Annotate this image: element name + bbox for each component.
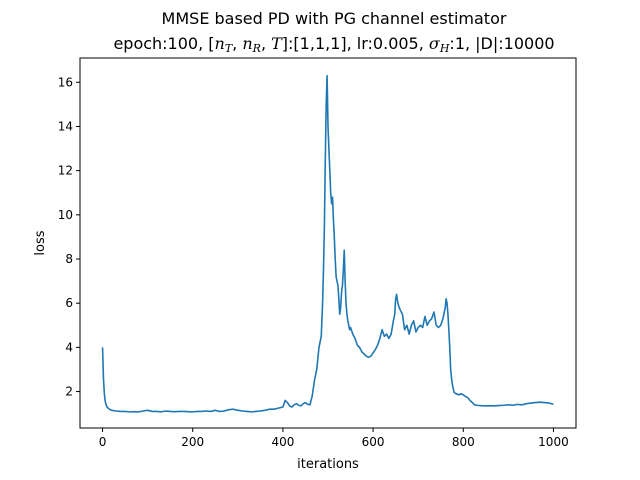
x-axis-label: iterations [297,457,359,472]
chart-subtitle: epoch:100, [nT, nR, T]:[1,1,1], lr:0.005… [113,34,554,55]
y-tick-label: 2 [65,385,73,399]
subtitle-suffix: :1, |D|:10000 [449,34,554,53]
subtitle-n-t: n [215,34,225,53]
y-tick-label: 4 [65,340,73,354]
subtitle-n-r: n [242,34,252,53]
y-axis-label: loss [33,230,48,255]
y-tick-label: 12 [58,164,73,178]
subtitle-sub-h: H [439,42,450,55]
ticks-layer: 0 200 400 600 800 1000 2 4 6 8 10 12 14 16 [58,75,569,449]
y-tick-label: 14 [58,119,73,133]
subtitle-sigma: σ [429,34,441,53]
y-tick-label: 8 [65,252,73,266]
x-tick-label: 200 [181,435,204,449]
plot-frame [79,57,577,429]
y-tick-label: 6 [65,296,73,310]
y-tick-label: 10 [58,208,73,222]
x-tick-label: 0 [99,435,107,449]
series-layer [101,74,554,413]
x-tick-label: 1000 [538,435,569,449]
subtitle-prefix: epoch:100, [ [113,34,214,53]
series-line-0 [101,74,554,413]
subtitle-t-sym: T [271,34,283,53]
subtitle-sub-r: R [252,42,261,55]
x-tick-label: 800 [452,435,475,449]
subtitle-sub-t: T [225,42,234,55]
y-tick-label: 16 [58,75,73,89]
subtitle-comma: , [232,34,242,53]
subtitle-mid: ]:[1,1,1], lr:0.005, [282,34,429,53]
chart-title: MMSE based PD with PG channel estimator [162,9,507,28]
x-tick-label: 600 [362,435,385,449]
subtitle-comma-2: , [261,34,271,53]
x-tick-label: 400 [271,435,294,449]
